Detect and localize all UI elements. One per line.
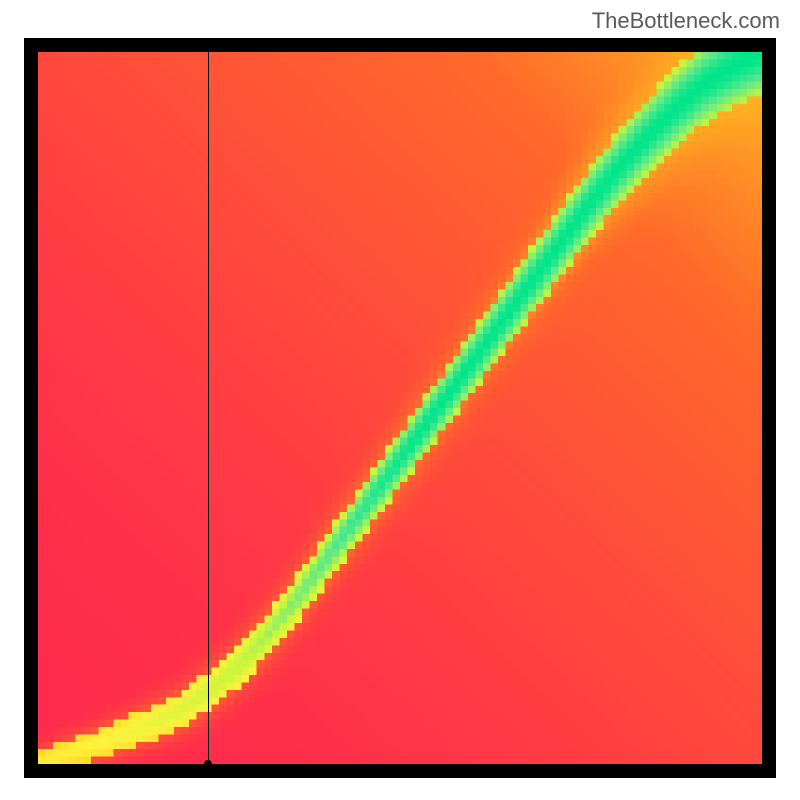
heatmap-canvas [38, 52, 762, 764]
watermark-text: TheBottleneck.com [592, 8, 780, 34]
crosshair-marker-dot [204, 760, 212, 768]
chart-frame [24, 38, 776, 778]
plot-area [38, 52, 762, 764]
crosshair-vertical [208, 52, 209, 764]
